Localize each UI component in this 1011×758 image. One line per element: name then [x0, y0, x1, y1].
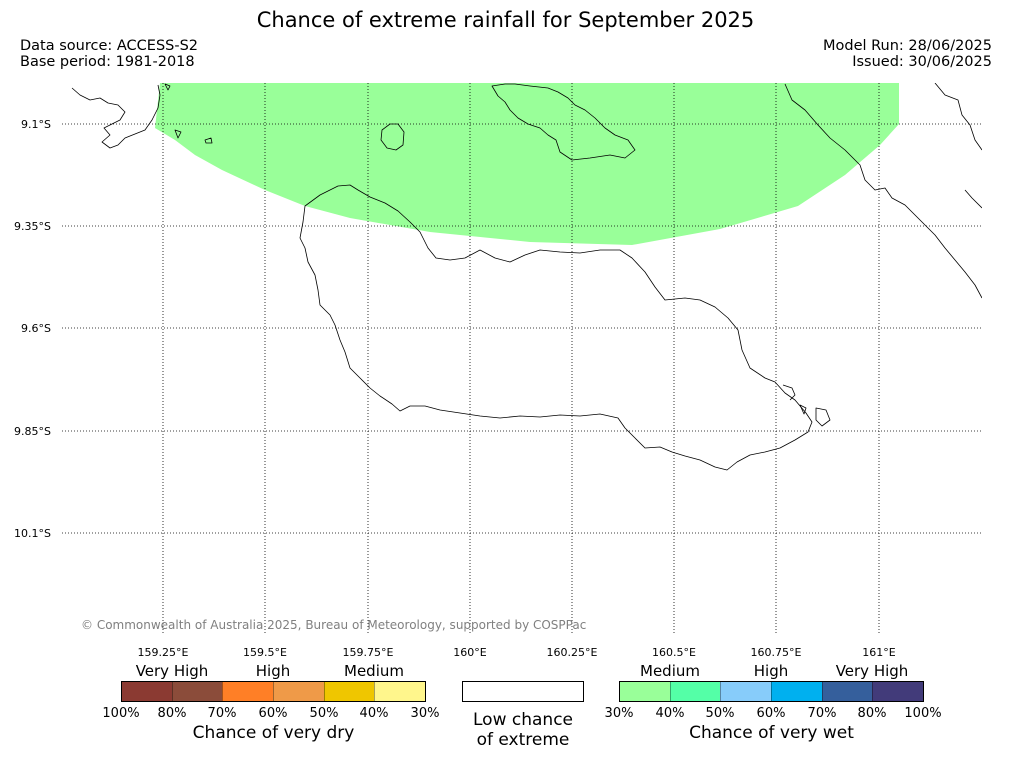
model-run: Model Run: 28/06/2025 [822, 38, 992, 54]
dry-tick: 50% [309, 706, 339, 721]
dry-swatch [374, 682, 426, 701]
dry-swatch [323, 682, 375, 701]
marau-islets [782, 384, 831, 427]
lon-label: 159.25°E [137, 646, 189, 659]
wet-tick: 30% [604, 706, 634, 721]
wet-tick: 60% [756, 706, 786, 721]
malaita-east-islet [964, 189, 982, 209]
map-title: Chance of extreme rainfall for September… [256, 8, 755, 32]
dry-swatch [222, 682, 274, 701]
dry-category-medium: Medium [344, 662, 404, 680]
header-right: Model Run: 28/06/2025 Issued: 30/06/2025 [823, 38, 992, 70]
wet-legend-title: Chance of very wet [689, 723, 854, 743]
malaita-coastline [784, 83, 982, 299]
lon-label: 161°E [862, 646, 896, 659]
florida-islands-coastline [491, 83, 636, 161]
dry-legend-title: Chance of very dry [192, 723, 355, 743]
russell-islet-east [174, 129, 182, 139]
wet-swatch [771, 682, 822, 701]
dry-tick: 100% [102, 706, 140, 721]
malaita-northern-islands [934, 83, 982, 151]
dry-category-very-high: Very High [135, 662, 209, 680]
copyright-notice: © Commonwealth of Australia 2025, Bureau… [81, 618, 587, 632]
wet-category-medium: Medium [640, 662, 700, 680]
wet-tick: 70% [807, 706, 837, 721]
lon-label: 160.25°E [546, 646, 598, 659]
russell-islands-coastline [71, 84, 161, 149]
wet-tick: 80% [857, 706, 887, 721]
wet-category-high: High [753, 662, 789, 680]
lat-label: 9.6°S [21, 322, 51, 335]
dry-swatch [171, 682, 223, 701]
lon-label: 160.75°E [750, 646, 802, 659]
wet-colorbar [619, 681, 924, 702]
dry-category-high: High [255, 662, 291, 680]
gridlines [62, 83, 982, 635]
lat-label: 9.85°S [14, 425, 51, 438]
header-left: Data source: ACCESS-S2 Base period: 1981… [20, 38, 198, 70]
low-chance-label: Low chance of extreme [462, 710, 584, 750]
lat-label: 9.1°S [21, 118, 51, 131]
guadalcanal-coastline [299, 184, 813, 471]
low-chance-line2: of extreme [476, 730, 570, 750]
island-small-northwest [380, 123, 405, 151]
lon-label: 159.75°E [342, 646, 394, 659]
base-period: Base period: 1981-2018 [20, 54, 195, 70]
lon-label: 160°E [453, 646, 487, 659]
lon-label: 159.5°E [243, 646, 287, 659]
wet-swatch [669, 682, 721, 701]
dry-colorbar [121, 681, 426, 702]
wet-tick: 50% [705, 706, 735, 721]
dry-tick: 70% [207, 706, 237, 721]
lat-label: 10.1°S [14, 527, 51, 540]
lon-label: 160.5°E [652, 646, 696, 659]
low-chance-line1: Low chance [473, 710, 573, 730]
dry-swatch [122, 682, 172, 701]
wet-swatch [821, 682, 873, 701]
wet-swatch [720, 682, 772, 701]
wet-swatch [620, 682, 670, 701]
coastlines [71, 83, 982, 471]
forecast-area-very-wet-medium [155, 83, 899, 245]
wet-swatch [872, 682, 924, 701]
dry-tick: 60% [258, 706, 288, 721]
dry-tick: 80% [157, 706, 187, 721]
issued-date: Issued: 30/06/2025 [852, 54, 992, 70]
savo-islet [204, 137, 213, 144]
low-chance-swatch [462, 681, 584, 702]
map-canvas [62, 83, 982, 635]
russell-islet-north [164, 83, 171, 91]
lat-label: 9.35°S [14, 220, 51, 233]
dry-swatch [273, 682, 324, 701]
wet-tick: 40% [655, 706, 685, 721]
dry-tick: 40% [359, 706, 389, 721]
data-source: Data source: ACCESS-S2 [20, 38, 199, 54]
dry-tick: 30% [410, 706, 440, 721]
wet-category-very-high: Very High [835, 662, 909, 680]
wet-tick: 100% [904, 706, 942, 721]
